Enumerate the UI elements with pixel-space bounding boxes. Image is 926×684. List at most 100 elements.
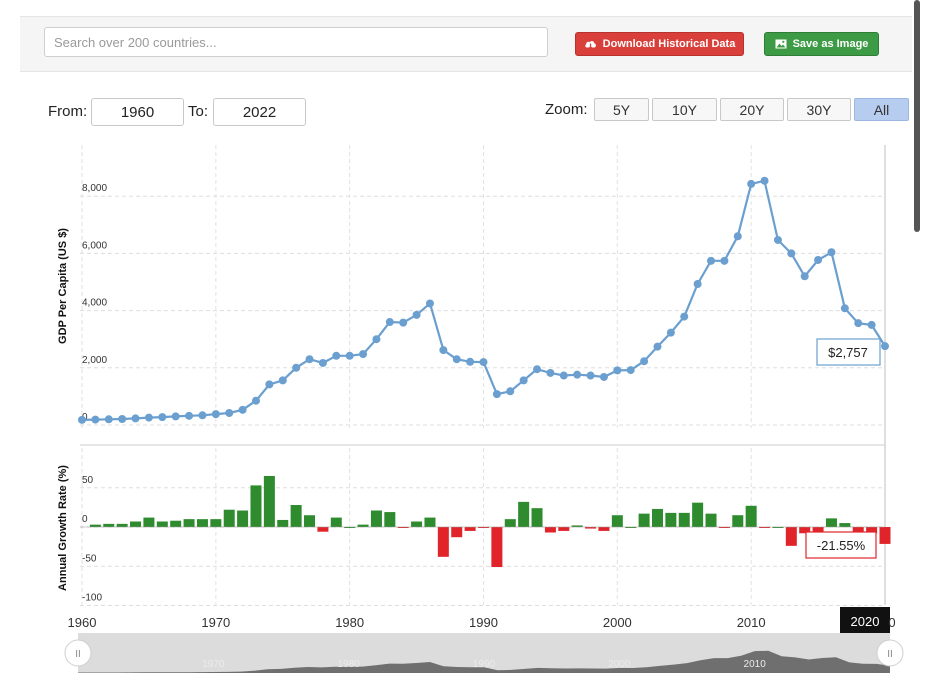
- growth-bar: [759, 527, 771, 528]
- zoom-5y-button[interactable]: 5Y: [594, 98, 649, 121]
- download-historical-data-button[interactable]: Download Historical Data: [575, 32, 744, 56]
- to-label: To:: [188, 103, 209, 120]
- image-icon: [775, 39, 787, 49]
- top-toolbar: Download Historical Data Save as Image: [20, 16, 912, 72]
- gdp-point: [854, 319, 863, 328]
- zoom-all-button[interactable]: All: [854, 98, 909, 121]
- growth-y-tick-label: -50: [82, 553, 97, 564]
- growth-bar: [223, 509, 235, 527]
- growth-bar: [718, 527, 730, 528]
- growth-bar: [317, 527, 329, 532]
- growth-tooltip-label: -21.55%: [817, 538, 866, 553]
- growth-bar: [464, 527, 476, 531]
- gdp-point: [439, 346, 448, 355]
- gdp-point: [198, 411, 207, 420]
- gdp-point: [693, 280, 702, 289]
- gdp-point: [305, 355, 314, 364]
- x-tick-label: 1960: [68, 615, 97, 630]
- growth-bar: [705, 513, 717, 527]
- growth-bar: [237, 510, 249, 527]
- gdp-point: [707, 256, 716, 265]
- navigator-area: [78, 650, 890, 673]
- crosshair-year-label: 2020: [851, 614, 880, 629]
- gdp-point: [720, 256, 729, 265]
- gdp-point: [559, 371, 568, 380]
- gdp-point: [506, 387, 515, 396]
- search-input[interactable]: [44, 27, 548, 57]
- gdp-y-tick-label: 2,000: [82, 355, 107, 366]
- growth-bar: [424, 517, 436, 527]
- growth-bar: [825, 518, 837, 527]
- gdp-point: [251, 396, 260, 405]
- growth-bar: [89, 524, 101, 527]
- growth-bar: [304, 515, 316, 527]
- growth-bar: [531, 508, 543, 527]
- growth-bar: [732, 515, 744, 527]
- gdp-point: [773, 235, 782, 244]
- gdp-point: [666, 328, 675, 337]
- gdp-point: [533, 365, 542, 374]
- gdp-point: [586, 371, 595, 380]
- navigator-year-label: 1970: [202, 659, 225, 670]
- gdp-point: [131, 414, 140, 423]
- growth-y-axis-title: Annual Growth Rate (%): [57, 465, 69, 591]
- gdp-point: [292, 363, 301, 372]
- growth-bar: [116, 523, 128, 527]
- gdp-point: [613, 366, 622, 375]
- gdp-point: [265, 380, 274, 389]
- growth-bar: [210, 519, 222, 527]
- growth-bar: [651, 508, 663, 527]
- navigator-right-handle[interactable]: II: [876, 639, 904, 667]
- to-year-input[interactable]: 2022: [213, 98, 306, 126]
- growth-bar: [504, 519, 516, 527]
- gdp-point: [118, 414, 127, 423]
- navigator-year-label: 1990: [473, 659, 496, 670]
- growth-bar: [852, 527, 864, 533]
- gdp-point: [492, 390, 501, 399]
- growth-bar: [799, 527, 811, 534]
- from-year-input[interactable]: 1960: [91, 98, 184, 126]
- gdp-y-tick-label: 8,000: [82, 183, 107, 194]
- gdp-y-tick-label: 6,000: [82, 240, 107, 251]
- gdp-point: [599, 372, 608, 381]
- growth-bar: [839, 523, 851, 527]
- gdp-point: [747, 179, 756, 188]
- zoom-30y-button[interactable]: 30Y: [787, 98, 851, 121]
- growth-bar: [196, 519, 208, 527]
- save-as-image-button[interactable]: Save as Image: [764, 32, 879, 56]
- growth-bar: [785, 527, 797, 546]
- gdp-point: [385, 318, 394, 327]
- gdp-point: [466, 357, 475, 366]
- crosshair-year-badge: [840, 607, 890, 633]
- growth-bar: [585, 527, 597, 529]
- growth-bar: [745, 505, 757, 527]
- growth-bar: [183, 519, 195, 527]
- from-label: From:: [48, 103, 88, 120]
- growth-bar: [290, 505, 302, 527]
- growth-bar: [558, 527, 570, 531]
- gdp-point: [171, 412, 180, 421]
- gdp-y-axis-title: GDP Per Capita (US $): [57, 228, 69, 344]
- zoom-20y-button[interactable]: 20Y: [720, 98, 784, 121]
- growth-bar: [638, 513, 650, 527]
- growth-bar: [250, 485, 262, 527]
- x-tick-label: 2010: [737, 615, 766, 630]
- page-scrollbar[interactable]: [914, 0, 920, 232]
- zoom-10y-button[interactable]: 10Y: [652, 98, 717, 121]
- navigator-left-handle[interactable]: II: [64, 639, 92, 667]
- growth-y-axis: 50 0 -50 -100: [82, 475, 102, 604]
- growth-bar: [478, 527, 489, 528]
- growth-bar: [170, 520, 182, 527]
- download-button-label: Download Historical Data: [602, 38, 736, 50]
- growth-bar: [384, 512, 396, 527]
- gdp-y-tick-label: 4,000: [82, 298, 107, 309]
- growth-bar: [357, 524, 369, 527]
- growth-tooltip-box: [805, 531, 877, 559]
- gdp-point: [412, 310, 421, 319]
- growth-bar: [370, 510, 382, 527]
- gdp-point: [372, 335, 381, 344]
- zoom-label: Zoom:: [545, 101, 588, 118]
- navigator-labels: 1970 1980 1990 2000 2010: [202, 659, 766, 670]
- gdp-point: [399, 318, 408, 327]
- gdp-grid: [80, 145, 885, 428]
